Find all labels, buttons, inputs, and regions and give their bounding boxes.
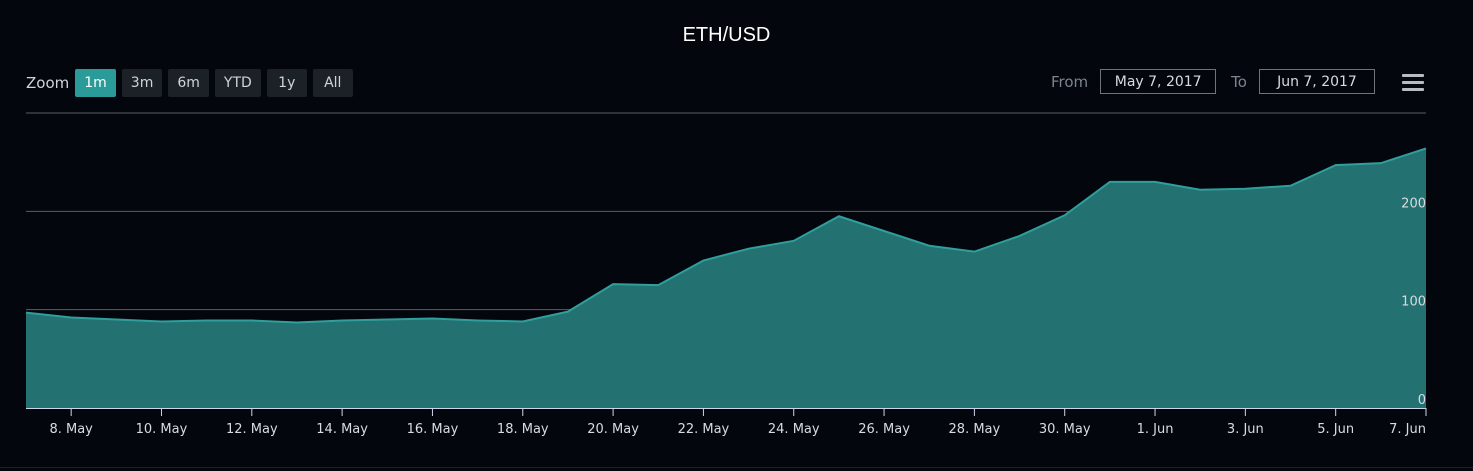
- zoom-bar: Zoom 1m 3m 6m YTD 1y All: [26, 69, 359, 97]
- zoom-1y-button[interactable]: 1y: [266, 69, 307, 97]
- zoom-all-button[interactable]: All: [312, 69, 353, 97]
- hamburger-menu-icon[interactable]: [1402, 74, 1424, 94]
- x-tick-label: 10. May: [136, 422, 188, 437]
- zoom-ytd-button[interactable]: YTD: [214, 69, 261, 97]
- x-tick-label: 16. May: [407, 422, 459, 437]
- y-tick-label: 100: [1401, 295, 1426, 310]
- x-tick-label: 14. May: [316, 422, 368, 437]
- x-tick-label: 3. Jun: [1227, 422, 1264, 437]
- x-tick-label: 20. May: [587, 422, 639, 437]
- series-line: [25, 147, 1427, 324]
- x-tick-label: 28. May: [949, 422, 1001, 437]
- zoom-1m-button[interactable]: 1m: [75, 69, 116, 97]
- zoom-label: Zoom: [26, 74, 70, 92]
- to-label: To: [1231, 72, 1247, 91]
- x-tick-label: 18. May: [497, 422, 549, 437]
- series-area-fill: [26, 148, 1426, 408]
- x-tick-label: 22. May: [678, 422, 730, 437]
- x-tick-label: 5. Jun: [1317, 422, 1354, 437]
- chart-title: ETH/USD: [682, 24, 771, 46]
- x-tick-label: 24. May: [768, 422, 820, 437]
- to-date-input[interactable]: Jun 7, 2017: [1258, 69, 1375, 94]
- zoom-3m-button[interactable]: 3m: [121, 69, 163, 97]
- navigator-divider: [0, 467, 1473, 468]
- y-tick-label: 0: [1418, 393, 1426, 408]
- y-tick-label: 200: [1401, 196, 1426, 211]
- x-tick-label: 8. May: [49, 422, 93, 437]
- from-date-input[interactable]: May 7, 2017: [1100, 69, 1217, 94]
- zoom-6m-button[interactable]: 6m: [168, 69, 209, 97]
- from-label: From: [1051, 72, 1089, 91]
- x-tick-label: 12. May: [226, 422, 278, 437]
- x-tick-label: 7. Jun: [1389, 422, 1426, 437]
- date-range-selector: From May 7, 2017 To Jun 7, 2017: [1051, 69, 1390, 94]
- x-tick-label: 1. Jun: [1137, 422, 1174, 437]
- x-tick-label: 26. May: [858, 422, 910, 437]
- x-tick-label: 30. May: [1039, 422, 1091, 437]
